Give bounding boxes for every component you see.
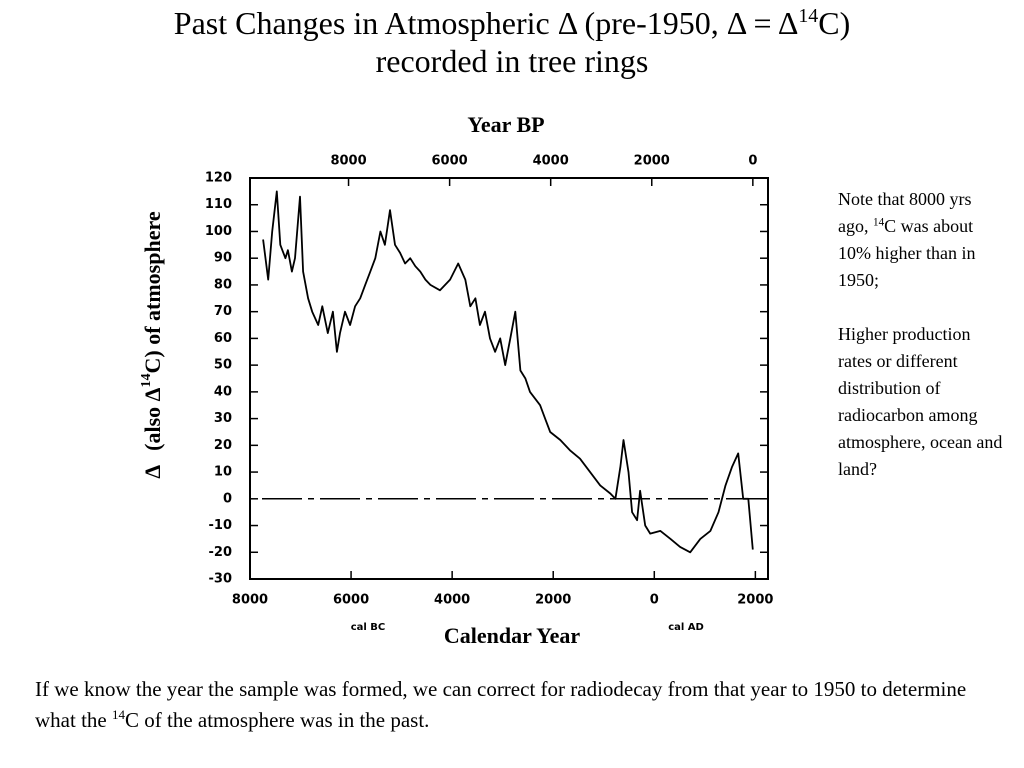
note-paragraph: Note that 8000 yrs ago, 14C was about 10…: [838, 189, 976, 290]
y-axis-label: Δ(also Δ14C) of atmosphere: [139, 211, 165, 478]
x-tick-label: 4000: [434, 593, 470, 608]
y-tick-label: 110: [205, 197, 232, 212]
x-axis-label: Calendar Year: [444, 623, 581, 648]
y-tick-label: -10: [209, 518, 233, 533]
x2-tick-label: 2000: [634, 154, 670, 169]
y-tick-label: 40: [214, 384, 232, 399]
x-tick-label: 2000: [535, 593, 571, 608]
x-sublabel: cal BC: [351, 622, 386, 633]
y-tick-label: 120: [205, 171, 232, 186]
x2-tick-label: 8000: [330, 154, 366, 169]
y-tick-label: 20: [214, 438, 232, 453]
data-line: [262, 190, 754, 554]
plot-frame: [249, 177, 769, 580]
y-tick-label: 10: [214, 465, 232, 480]
x2-axis-label: Year BP: [467, 112, 544, 137]
note: Note that 8000 yrs ago, 14C was about 10…: [838, 186, 1003, 510]
y-tick-label: 50: [214, 358, 232, 373]
footer-text: If we know the year the sample was forme…: [35, 677, 967, 732]
y-tick-label: 70: [214, 304, 232, 319]
x2-tick-label: 0: [748, 154, 757, 169]
y-tick-label: -30: [209, 572, 233, 587]
y-tick-label: 100: [205, 224, 232, 239]
slide-title: Past Changes in Atmospheric Δ (pre-1950,…: [173, 5, 851, 79]
x-tick-label: 2000: [737, 593, 773, 608]
y-tick-label: 30: [214, 411, 232, 426]
y-tick-label: 80: [214, 277, 232, 292]
x2-tick-label: 4000: [533, 154, 569, 169]
y-tick-label: -20: [209, 545, 233, 560]
x2-tick-label: 6000: [432, 154, 468, 169]
x-tick-label: 6000: [333, 593, 369, 608]
note-paragraph: Higher production rates or different dis…: [838, 324, 1003, 479]
x-sublabel: cal AD: [668, 622, 704, 633]
x-tick-label: 8000: [232, 593, 268, 608]
x-tick-label: 0: [650, 593, 659, 608]
y-tick-label: 60: [214, 331, 232, 346]
y-tick-label: 90: [214, 251, 232, 266]
y-tick-label: 0: [223, 491, 232, 506]
